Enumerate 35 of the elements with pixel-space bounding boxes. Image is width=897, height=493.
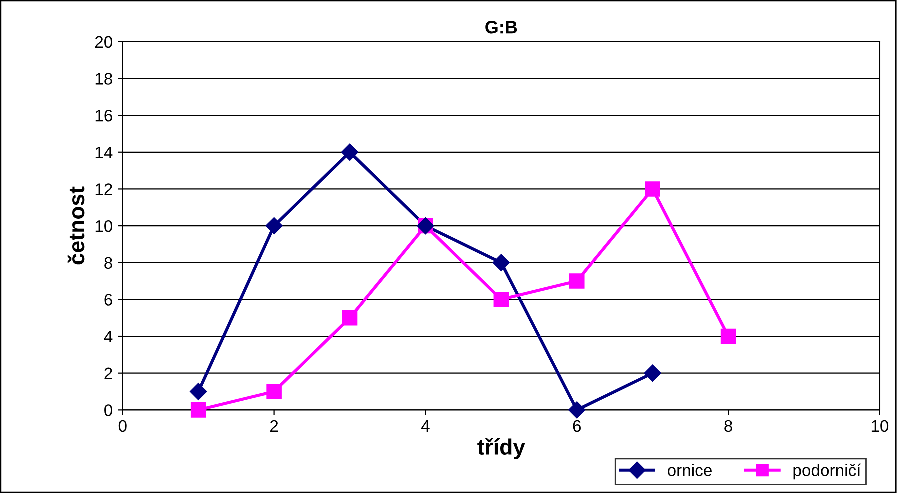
y-tick-label: 10: [96, 220, 113, 232]
x-tick-label: 10: [872, 420, 889, 432]
y-tick-label: 2: [104, 368, 112, 380]
chart-title: G:B: [486, 20, 518, 34]
x-tick-label: 6: [573, 420, 582, 432]
legend-label: podorničí: [794, 464, 862, 480]
point: [266, 384, 282, 400]
y-tick-label: 8: [104, 257, 112, 270]
x-tick-label: 2: [270, 420, 278, 432]
legend-label: ornice: [668, 464, 712, 476]
point: [645, 182, 660, 197]
point: [569, 274, 585, 289]
point: [568, 402, 586, 419]
x-axis-title: třídy: [478, 438, 526, 460]
x-tick-label: 4: [421, 420, 430, 432]
y-tick-label: 20: [95, 36, 113, 48]
x-tick-label: 8: [724, 420, 732, 432]
point: [644, 364, 662, 382]
y-tick-label: 18: [96, 73, 112, 85]
y-tick-label: 12: [96, 184, 112, 196]
y-tick-label: 14: [96, 146, 113, 158]
point: [341, 144, 359, 161]
point: [190, 402, 206, 418]
y-tick-label: 16: [96, 110, 112, 122]
point: [720, 328, 736, 344]
x-tick-label: 0: [118, 420, 127, 432]
y-tick-label: 4: [104, 331, 113, 343]
y-tick-label: 6: [104, 294, 112, 306]
point: [266, 217, 283, 235]
point: [190, 383, 208, 400]
y-tick-label: 0: [104, 404, 113, 416]
point: [492, 254, 510, 272]
point: [494, 292, 510, 308]
point: [342, 310, 358, 326]
y-axis-title: četnost: [68, 186, 85, 265]
